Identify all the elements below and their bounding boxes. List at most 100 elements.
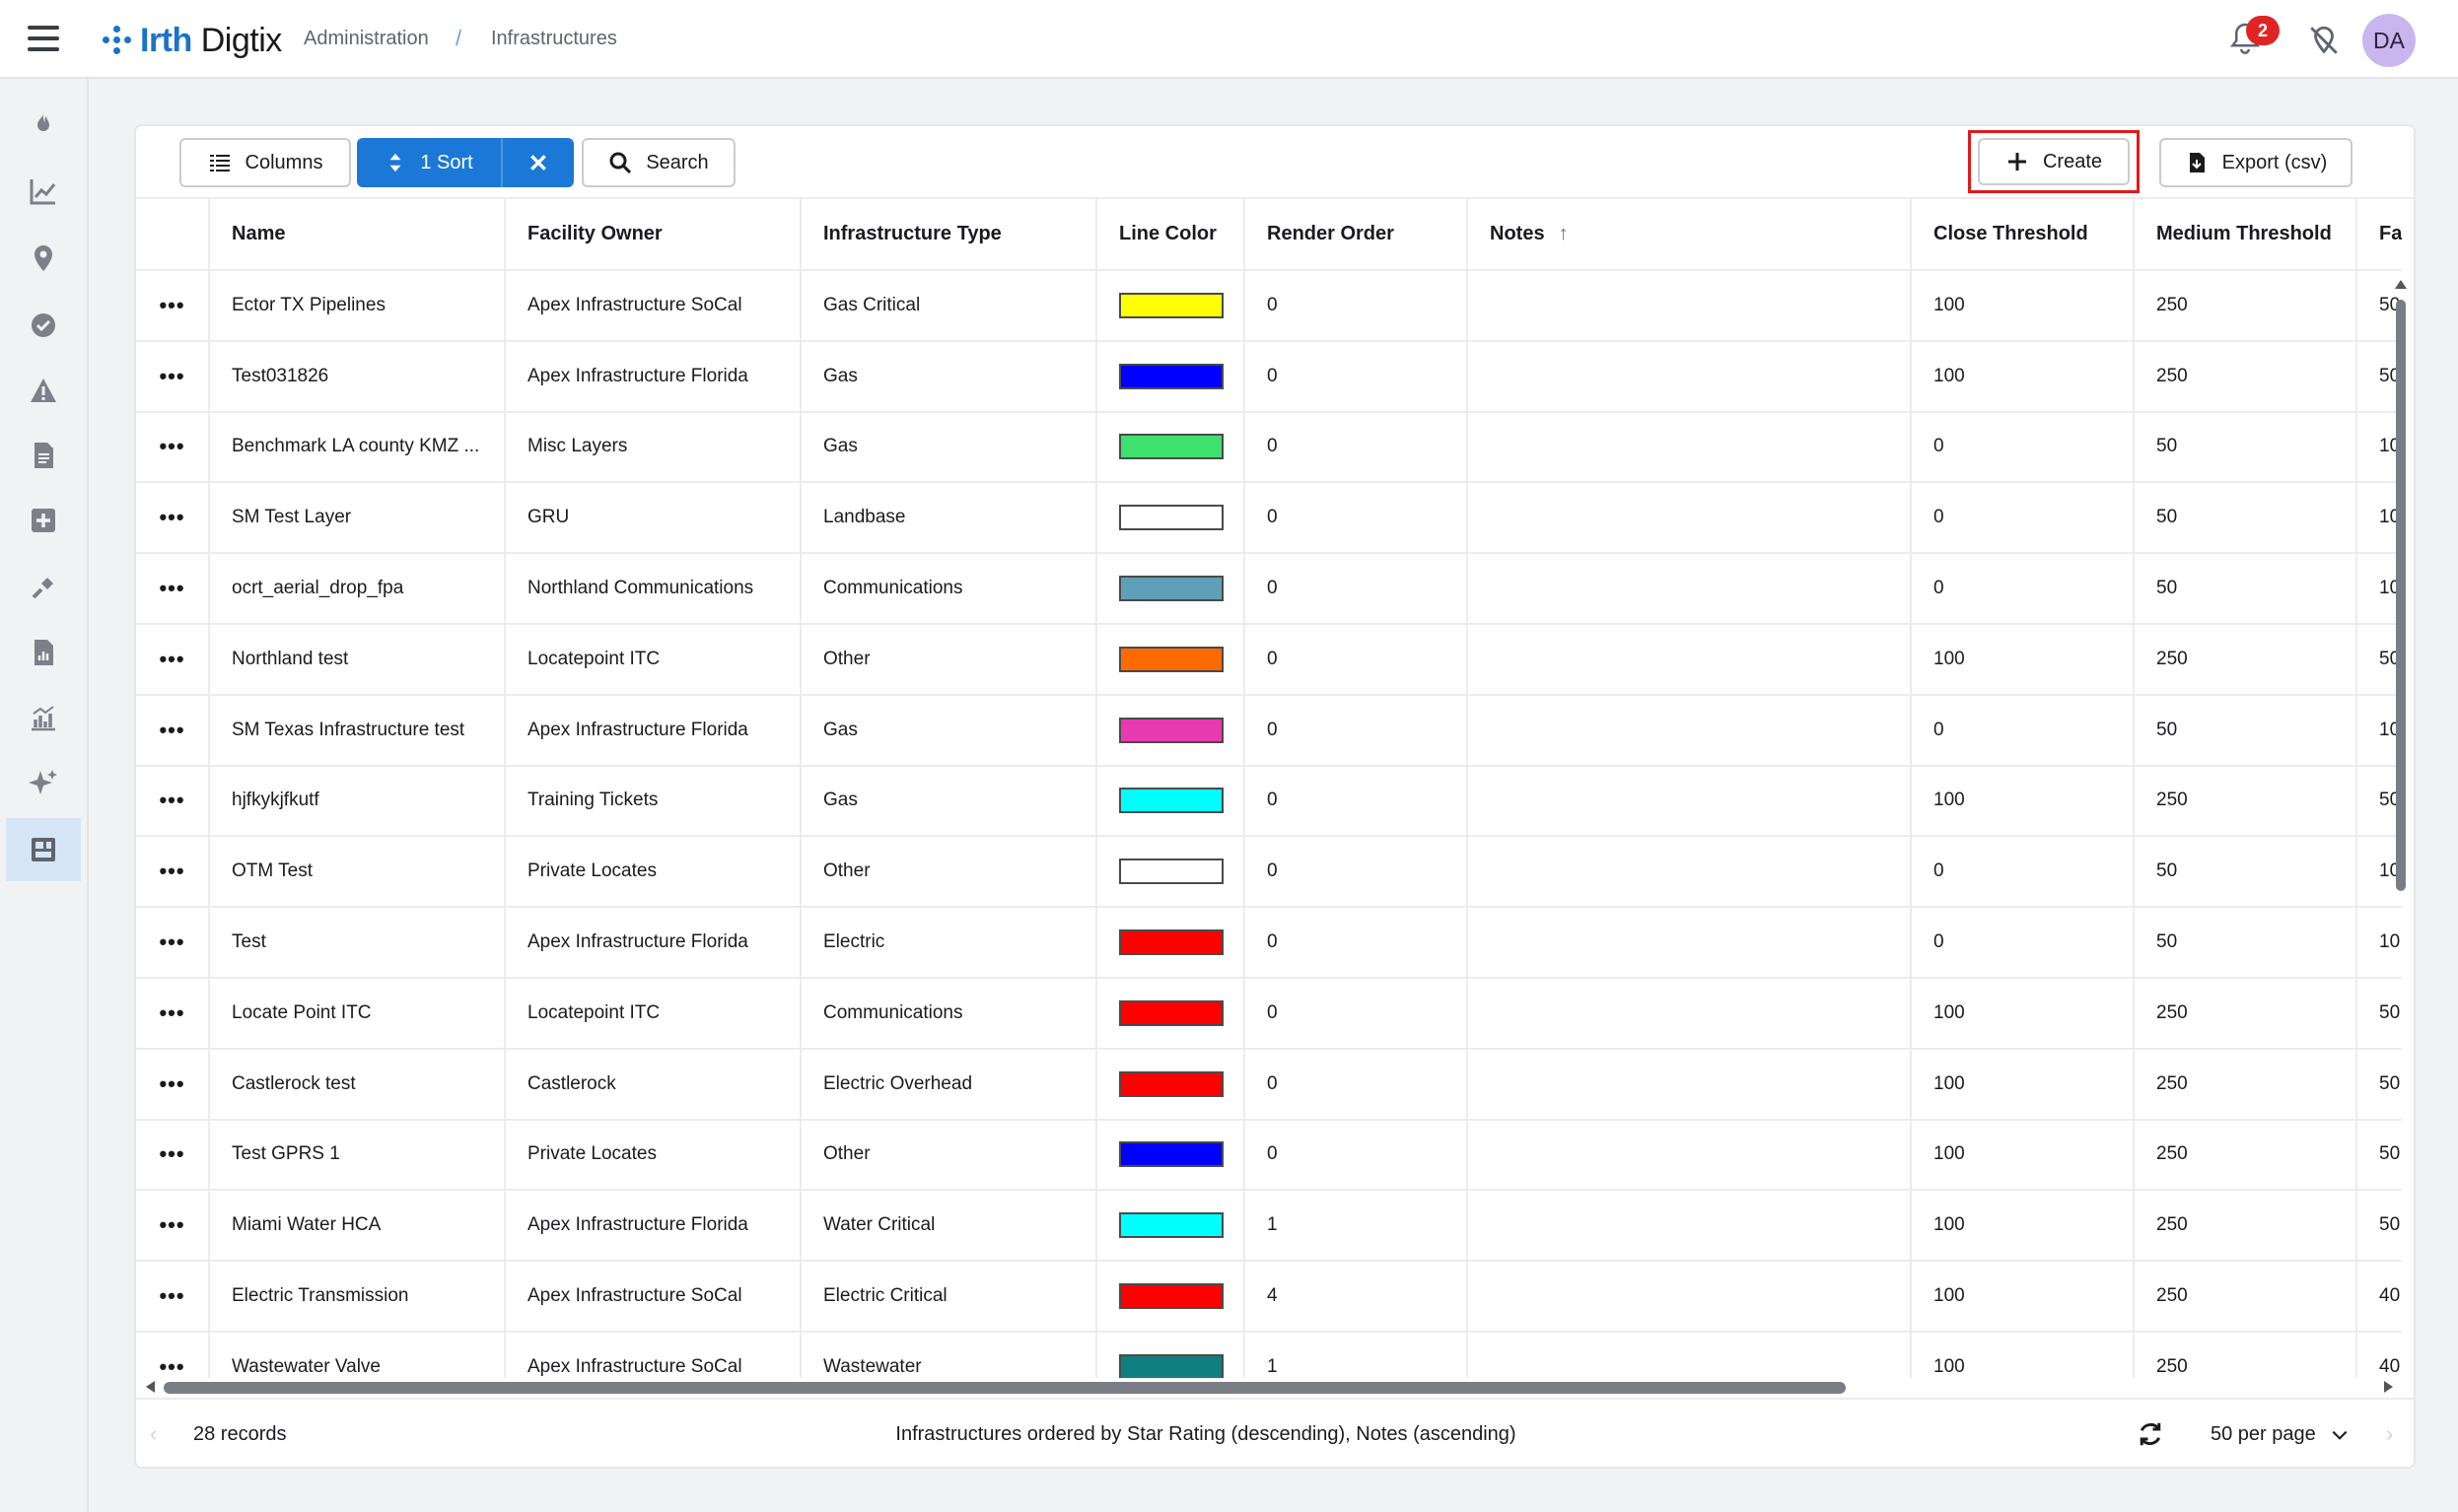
row-actions-button[interactable]: ••• bbox=[136, 765, 210, 838]
row-actions-button[interactable]: ••• bbox=[136, 482, 210, 555]
header-medium-threshold[interactable]: Medium Threshold bbox=[2134, 199, 2357, 271]
table-row[interactable]: ••• ocrt_aerial_drop_fpa Northland Communi… bbox=[136, 553, 2402, 625]
header-close-threshold[interactable]: Close Threshold bbox=[1911, 199, 2135, 271]
create-button[interactable]: Create bbox=[1978, 138, 2130, 185]
sidebar-item-trend-chart[interactable] bbox=[6, 160, 81, 223]
sidebar-item-plus-square[interactable] bbox=[6, 489, 81, 552]
scroll-up-icon[interactable] bbox=[2395, 280, 2407, 289]
app-logo[interactable]: Irth Digtix bbox=[103, 22, 282, 59]
cell-close-threshold: 100 bbox=[1911, 1261, 2135, 1333]
header-line-color[interactable]: Line Color bbox=[1096, 199, 1245, 271]
horizontal-scrollbar[interactable] bbox=[142, 1378, 2400, 1396]
row-actions-button[interactable]: ••• bbox=[136, 1331, 210, 1378]
cell-name: Test031826 bbox=[209, 340, 506, 413]
sidebar-item-check-circle[interactable] bbox=[6, 294, 81, 357]
cell-render-order: 0 bbox=[1244, 1048, 1468, 1121]
scroll-right-icon[interactable] bbox=[2384, 1381, 2393, 1393]
search-button[interactable]: Search bbox=[582, 138, 736, 187]
row-actions-button[interactable]: ••• bbox=[136, 694, 210, 767]
sidebar-item-shovel[interactable] bbox=[6, 556, 81, 619]
table-row[interactable]: ••• Test031826 Apex Infrastructure Florida… bbox=[136, 340, 2402, 413]
page-size-select[interactable]: 50 per page bbox=[2211, 1423, 2350, 1446]
location-off-icon[interactable] bbox=[2307, 24, 2341, 57]
row-actions-button[interactable]: ••• bbox=[136, 1190, 210, 1263]
notification-badge: 2 bbox=[2246, 16, 2280, 45]
cell-line-color bbox=[1096, 765, 1245, 838]
color-swatch bbox=[1119, 1353, 1224, 1378]
sidebar-item-bar-chart[interactable] bbox=[6, 686, 81, 749]
clear-sort-button[interactable] bbox=[503, 138, 574, 187]
scroll-left-icon[interactable] bbox=[146, 1381, 155, 1393]
table-row[interactable]: ••• SM Texas Infrastructure test Apex Infr… bbox=[136, 694, 2402, 767]
cell-far-threshold: 10 bbox=[2356, 482, 2402, 555]
horizontal-scroll-thumb[interactable] bbox=[164, 1382, 1846, 1394]
table-row[interactable]: ••• Ector TX Pipelines Apex Infrastructure… bbox=[136, 270, 2402, 342]
row-actions-button[interactable]: ••• bbox=[136, 340, 210, 413]
sidebar-item-report[interactable] bbox=[6, 621, 81, 684]
sidebar-item-document[interactable] bbox=[6, 424, 81, 487]
row-actions-button[interactable]: ••• bbox=[136, 553, 210, 625]
vertical-scrollbar[interactable] bbox=[2394, 278, 2408, 1376]
avatar[interactable]: DA bbox=[2362, 14, 2416, 67]
cell-notes bbox=[1467, 1261, 1912, 1333]
next-page-icon[interactable]: › bbox=[2386, 1421, 2394, 1446]
sidebar-item-flame[interactable] bbox=[6, 93, 81, 156]
cell-close-threshold: 100 bbox=[1911, 340, 2135, 413]
row-actions-button[interactable]: ••• bbox=[136, 270, 210, 342]
header-facility-owner[interactable]: Facility Owner bbox=[505, 199, 802, 271]
color-swatch bbox=[1119, 788, 1224, 814]
table-row[interactable]: ••• Northland test Locatepoint ITC Other 0 10… bbox=[136, 623, 2402, 696]
more-horizontal-icon: ••• bbox=[159, 1212, 185, 1238]
refresh-icon[interactable] bbox=[2136, 1419, 2165, 1449]
table-row[interactable]: ••• Benchmark LA county KMZ ... Misc Layer… bbox=[136, 411, 2402, 484]
menu-icon[interactable] bbox=[28, 26, 59, 51]
header-render-order[interactable]: Render Order bbox=[1244, 199, 1468, 271]
cell-far-threshold: 40 bbox=[2356, 1331, 2402, 1378]
table-row[interactable]: ••• SM Test Layer GRU Landbase 0 0 50 10 bbox=[136, 482, 2402, 555]
row-actions-button[interactable]: ••• bbox=[136, 907, 210, 979]
row-actions-button[interactable]: ••• bbox=[136, 836, 210, 909]
row-actions-button[interactable]: ••• bbox=[136, 977, 210, 1050]
sidebar-item-sparkle[interactable] bbox=[6, 751, 81, 814]
table-row[interactable]: ••• Test Apex Infrastructure Florida Electr… bbox=[136, 907, 2402, 979]
cell-name: OTM Test bbox=[209, 836, 506, 909]
header-notes[interactable]: Notes ↑ bbox=[1467, 199, 1912, 271]
vertical-scroll-thumb[interactable] bbox=[2396, 300, 2406, 891]
cell-render-order: 0 bbox=[1244, 623, 1468, 696]
header-far-threshold[interactable]: Fa bbox=[2356, 199, 2402, 271]
cell-notes bbox=[1467, 907, 1912, 979]
row-actions-button[interactable]: ••• bbox=[136, 1119, 210, 1192]
sidebar-item-map-pin[interactable] bbox=[6, 227, 81, 290]
columns-label: Columns bbox=[245, 151, 323, 173]
map-pin-icon bbox=[35, 245, 52, 271]
header-name[interactable]: Name bbox=[209, 199, 506, 271]
cell-close-threshold: 100 bbox=[1911, 623, 2135, 696]
sidebar bbox=[0, 79, 89, 1512]
previous-page-icon[interactable]: ‹ bbox=[150, 1421, 158, 1446]
cell-infrastructure-type: Landbase bbox=[801, 482, 1097, 555]
table-row[interactable]: ••• Miami Water HCA Apex Infrastructure Fl… bbox=[136, 1190, 2402, 1263]
sort-button[interactable]: 1 Sort bbox=[357, 138, 503, 187]
sidebar-item-warning[interactable] bbox=[6, 359, 81, 422]
row-actions-button[interactable]: ••• bbox=[136, 411, 210, 484]
cell-line-color bbox=[1096, 1119, 1245, 1192]
row-actions-button[interactable]: ••• bbox=[136, 1048, 210, 1121]
header-infrastructure-type[interactable]: Infrastructure Type bbox=[801, 199, 1097, 271]
columns-button[interactable]: Columns bbox=[179, 138, 351, 187]
row-actions-button[interactable]: ••• bbox=[136, 623, 210, 696]
table-row[interactable]: ••• hjfkykjfkutf Training Tickets Gas 0 100 25… bbox=[136, 765, 2402, 838]
export-csv-button[interactable]: Export (csv) bbox=[2159, 138, 2353, 187]
table-row[interactable]: ••• Wastewater Valve Apex Infrastructure S… bbox=[136, 1331, 2402, 1378]
breadcrumb-infrastructures: Infrastructures bbox=[491, 28, 617, 49]
color-swatch bbox=[1119, 929, 1224, 956]
table-row[interactable]: ••• Electric Transmission Apex Infrastruct… bbox=[136, 1261, 2402, 1333]
cell-infrastructure-type: Gas Critical bbox=[801, 270, 1097, 342]
table-row[interactable]: ••• Test GPRS 1 Private Locates Other 0 100 25… bbox=[136, 1119, 2402, 1192]
row-actions-button[interactable]: ••• bbox=[136, 1261, 210, 1333]
table-row[interactable]: ••• OTM Test Private Locates Other 0 0 50 10 bbox=[136, 836, 2402, 909]
table-row[interactable]: ••• Castlerock test Castlerock Electric Ove… bbox=[136, 1048, 2402, 1121]
breadcrumb-administration[interactable]: Administration bbox=[304, 28, 429, 49]
cell-far-threshold: 10 bbox=[2356, 411, 2402, 484]
table-row[interactable]: ••• Locate Point ITC Locatepoint ITC Commun… bbox=[136, 977, 2402, 1050]
sidebar-item-admin[interactable] bbox=[6, 818, 81, 881]
